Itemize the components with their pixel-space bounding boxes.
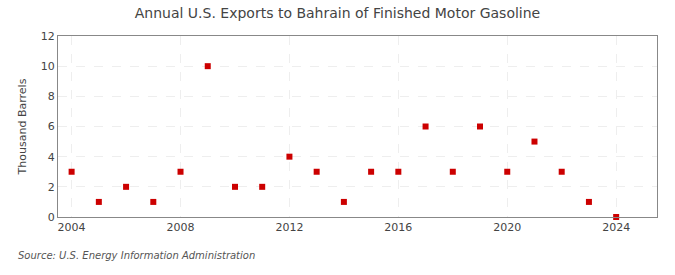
svg-text:Thousand Barrels: Thousand Barrels bbox=[16, 78, 29, 175]
svg-text:2024: 2024 bbox=[602, 221, 630, 234]
svg-text:10: 10 bbox=[41, 60, 55, 73]
svg-text:4: 4 bbox=[48, 151, 55, 164]
svg-text:Annual U.S. Exports to Bahrain: Annual U.S. Exports to Bahrain of Finish… bbox=[135, 5, 541, 21]
svg-text:12: 12 bbox=[41, 30, 55, 43]
svg-text:2012: 2012 bbox=[275, 221, 303, 234]
svg-text:2004: 2004 bbox=[58, 221, 86, 234]
svg-text:2008: 2008 bbox=[167, 221, 195, 234]
svg-text:2020: 2020 bbox=[493, 221, 521, 234]
svg-text:8: 8 bbox=[48, 90, 55, 103]
svg-text:2016: 2016 bbox=[384, 221, 412, 234]
svg-text:0: 0 bbox=[48, 211, 55, 224]
svg-text:Source: U.S. Energy Informatio: Source: U.S. Energy Information Administ… bbox=[18, 250, 255, 261]
svg-text:2: 2 bbox=[48, 181, 55, 194]
svg-text:6: 6 bbox=[48, 120, 55, 133]
